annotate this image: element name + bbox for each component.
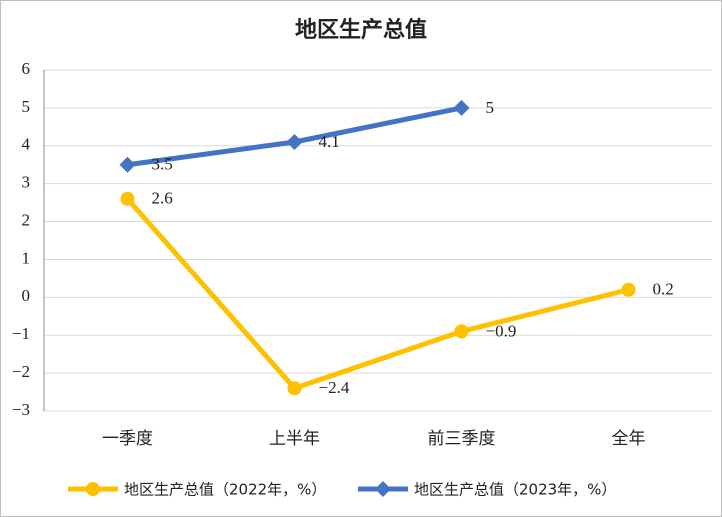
chart-title: 地区生产总值	[295, 17, 427, 43]
y-tick-label: 4	[22, 135, 31, 154]
marker	[375, 481, 391, 497]
data-label: 5	[486, 98, 495, 117]
marker	[286, 133, 303, 150]
x-tick-label: 上半年	[269, 429, 320, 449]
y-tick-label: 0	[22, 286, 31, 305]
x-tick-label: 一季度	[102, 429, 153, 449]
marker	[453, 99, 470, 116]
y-tick-label: 5	[22, 97, 31, 116]
marker	[287, 381, 302, 396]
marker	[454, 324, 469, 339]
data-label: 4.1	[319, 132, 340, 151]
x-tick-label: 前三季度	[428, 429, 496, 449]
data-label: 3.5	[152, 155, 173, 174]
data-label: −0.9	[486, 321, 517, 340]
y-tick-label: −3	[12, 400, 30, 419]
marker	[86, 482, 100, 496]
legend-label: 地区生产总值（2023年，%）	[414, 481, 616, 499]
y-tick-label: 2	[22, 210, 31, 229]
legend-label: 地区生产总值（2022年，%）	[124, 481, 326, 499]
data-label: 2.6	[152, 189, 173, 208]
data-label: 0.2	[653, 280, 674, 299]
y-tick-label: 3	[22, 173, 31, 192]
marker	[119, 156, 136, 173]
marker	[120, 191, 135, 206]
y-tick-label: −2	[12, 362, 30, 381]
y-tick-label: 6	[22, 59, 31, 78]
marker	[621, 282, 636, 297]
y-tick-label: −1	[12, 324, 30, 343]
series-line	[125, 197, 630, 391]
data-label: −2.4	[319, 378, 350, 397]
y-tick-label: 1	[22, 248, 31, 267]
x-tick-label: 全年	[612, 429, 646, 449]
